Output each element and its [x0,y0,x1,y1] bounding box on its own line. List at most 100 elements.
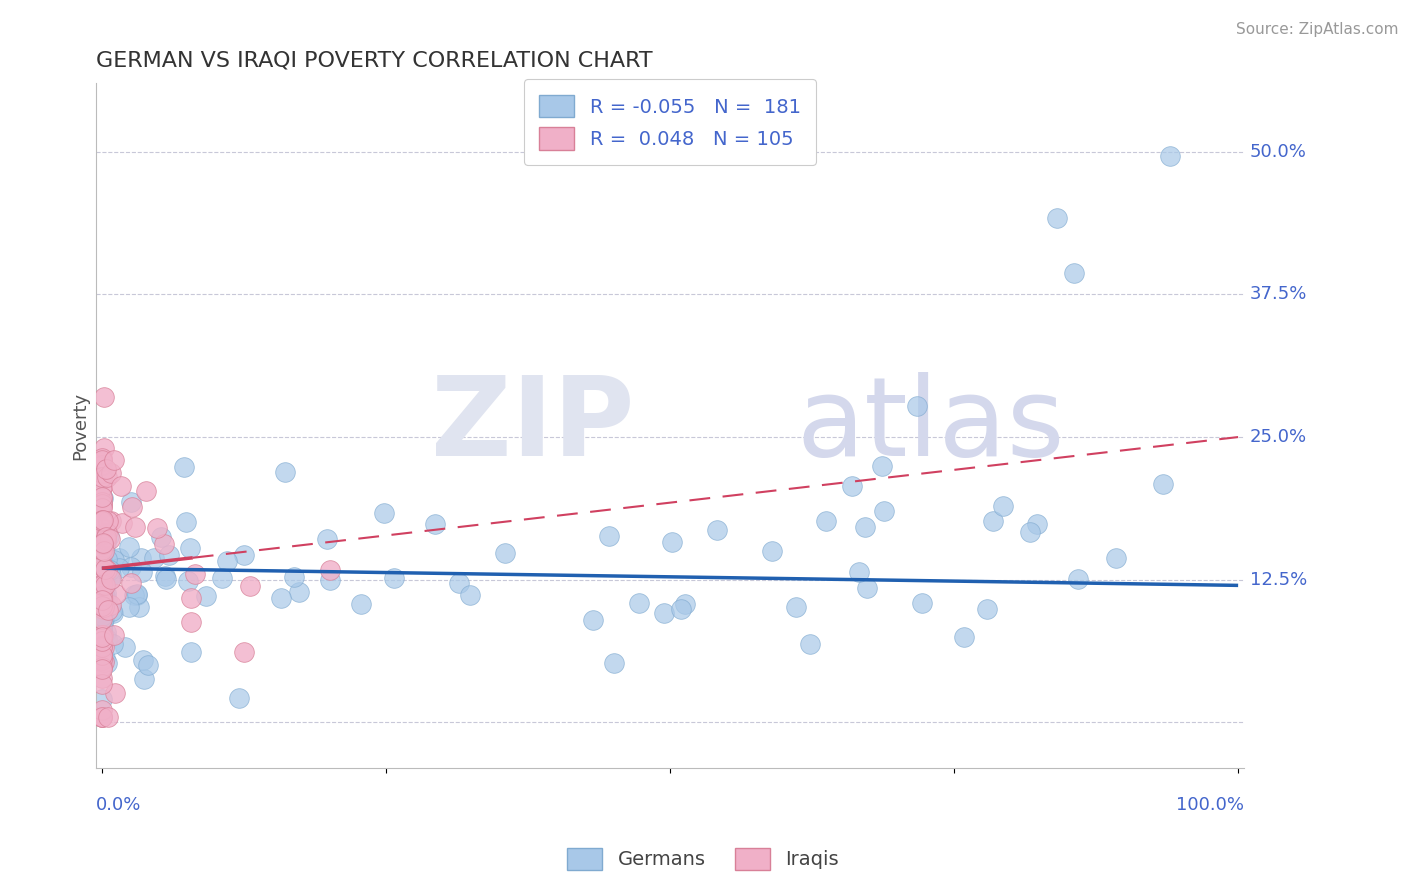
Point [93,390,115,404]
Point [350,597,373,611]
Point [91,619,114,633]
Point [136,658,159,673]
Point [90,703,112,717]
Point [103,453,125,467]
Point [90,558,112,573]
Point [90,472,112,486]
Point [90,592,112,607]
Point [125,587,148,601]
Point [90,513,112,527]
Point [287,584,309,599]
Point [90,594,112,608]
Point [90,651,112,665]
Text: GERMAN VS IRAQI POVERTY CORRELATION CHART: GERMAN VS IRAQI POVERTY CORRELATION CHAR… [96,51,652,70]
Point [494,546,516,560]
Point [90,533,112,547]
Point [100,515,122,529]
Point [90,537,112,551]
Point [90,528,112,542]
Point [93,536,115,550]
Point [180,591,202,605]
Point [90,628,112,642]
Point [90,563,112,577]
Point [120,559,142,574]
Point [176,574,198,588]
Point [90,605,112,619]
Point [91,543,114,558]
Point [90,577,112,591]
Point [96,632,118,646]
Point [91,564,114,578]
Point [108,561,131,575]
Point [121,500,143,515]
Point [91,628,114,642]
Point [582,613,605,627]
Point [135,484,157,499]
Point [853,520,876,534]
Point [111,516,134,531]
Point [90,522,112,536]
Point [94,577,117,591]
Legend: Germans, Iraqis: Germans, Iraqis [560,839,846,878]
Point [101,604,124,618]
Point [785,599,807,614]
Point [90,574,112,589]
Point [232,548,254,562]
Legend: R = -0.055   N =  181, R =  0.048   N = 105: R = -0.055 N = 181, R = 0.048 N = 105 [523,79,817,165]
Point [90,561,112,575]
Point [90,544,112,558]
Point [91,562,114,576]
Point [132,653,155,667]
Point [90,646,112,660]
Point [90,599,112,614]
Point [855,581,877,595]
Point [90,599,112,614]
Point [90,572,112,586]
Point [90,577,112,591]
Point [91,630,114,644]
Point [870,459,893,474]
Point [91,558,114,572]
Point [90,558,112,573]
Point [90,480,112,494]
Point [90,564,112,578]
Point [283,570,305,584]
Point [103,628,125,642]
Point [90,497,112,511]
Point [94,585,117,599]
Point [1046,211,1069,225]
Point [93,558,115,573]
Point [841,479,863,493]
Point [103,553,125,567]
Point [90,541,112,555]
Point [173,460,195,475]
Point [91,599,114,613]
Point [90,573,112,587]
Point [1019,524,1042,539]
Point [90,648,112,662]
Point [90,570,112,584]
Point [91,659,114,673]
Point [100,572,122,586]
Point [93,599,115,614]
Point [93,544,115,558]
Point [91,630,114,644]
Point [105,587,128,601]
Point [91,559,114,574]
Point [91,603,114,617]
Point [93,588,115,602]
Point [129,550,152,565]
Point [981,514,1004,528]
Point [90,709,112,723]
Point [96,563,118,577]
Point [90,579,112,593]
Point [184,567,207,582]
Point [90,640,112,654]
Point [97,603,120,617]
Point [91,624,114,638]
Point [118,540,141,554]
Point [90,648,112,663]
Point [91,537,114,551]
Point [94,562,117,576]
Point [108,551,131,566]
